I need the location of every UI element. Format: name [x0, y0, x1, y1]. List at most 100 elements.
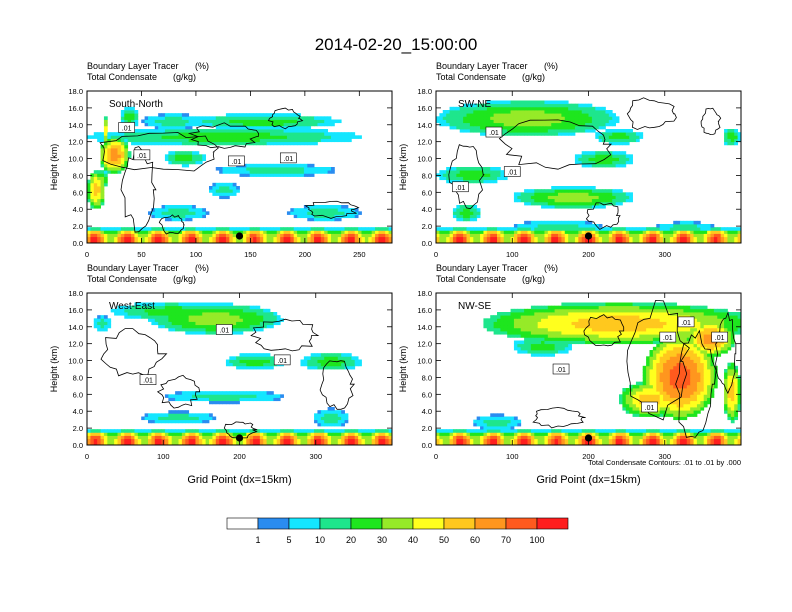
- heatmap-cell: [205, 141, 210, 146]
- heatmap-cell: [134, 135, 139, 139]
- heatmap-cell: [219, 138, 223, 143]
- heatmap-cell: [578, 239, 583, 244]
- contour-line: [700, 107, 722, 136]
- heatmap-cell: [212, 429, 217, 433]
- heatmap-cell: [232, 356, 237, 360]
- heatmap-cell: [568, 132, 572, 136]
- heatmap-cell: [591, 438, 596, 443]
- heatmap-cell: [544, 205, 549, 209]
- heatmap-cell: [588, 220, 593, 225]
- heatmap-cell: [154, 125, 159, 130]
- heatmap-cell: [483, 419, 488, 424]
- heatmap-cell: [737, 435, 742, 440]
- heatmap-cell: [164, 236, 169, 241]
- heatmap-cell: [541, 239, 545, 244]
- heatmap-cell: [510, 419, 515, 424]
- heatmap-cell: [574, 116, 579, 120]
- heatmap-cell: [639, 230, 644, 234]
- heatmap-cell: [547, 122, 552, 127]
- heatmap-cell: [615, 154, 620, 158]
- heatmap-cell: [303, 230, 308, 234]
- heatmap-cell: [178, 308, 183, 313]
- heatmap-cell: [635, 138, 640, 143]
- heatmap-cell: [500, 441, 505, 446]
- heatmap-cell: [493, 167, 498, 171]
- heatmap-cell: [283, 227, 288, 231]
- heatmap-cell: [178, 236, 183, 241]
- heatmap-cell: [175, 308, 179, 313]
- heatmap-cell: [513, 419, 518, 424]
- heatmap-cell: [568, 429, 572, 433]
- heatmap-cell: [236, 331, 240, 335]
- heatmap-cell: [225, 125, 230, 130]
- heatmap-cell: [198, 318, 203, 322]
- heatmap-cell: [480, 103, 484, 108]
- heatmap-cell: [266, 394, 271, 398]
- heatmap-cell: [178, 141, 183, 146]
- heatmap-cell: [195, 435, 200, 440]
- heatmap-cell: [192, 432, 196, 436]
- heatmap-cell: [730, 227, 735, 231]
- heatmap-cell: [669, 413, 674, 417]
- heatmap-cell: [297, 208, 301, 212]
- heatmap-cell: [693, 227, 698, 231]
- heatmap-cell: [87, 179, 91, 184]
- heatmap-cell: [341, 233, 345, 238]
- heatmap-cell: [229, 239, 234, 244]
- heatmap-cell: [290, 438, 295, 443]
- heatmap-cell: [727, 227, 732, 231]
- heatmap-cell: [280, 435, 284, 440]
- heatmap-cell: [164, 132, 169, 136]
- heatmap-cell: [619, 429, 623, 433]
- heatmap-cell: [144, 438, 149, 443]
- heatmap-cell: [490, 103, 495, 108]
- heatmap-cell: [229, 132, 234, 136]
- heatmap-cell: [534, 239, 539, 244]
- heatmap-cell: [598, 432, 603, 436]
- heatmap-cell: [490, 119, 495, 124]
- heatmap-cell: [198, 227, 203, 231]
- heatmap-cell: [737, 236, 742, 241]
- heatmap-cell: [215, 429, 220, 433]
- heatmap-cell: [256, 239, 261, 244]
- heatmap-cell: [151, 315, 156, 319]
- heatmap-cell: [486, 170, 491, 174]
- heatmap-cell: [276, 122, 281, 127]
- heatmap-cell: [175, 435, 179, 440]
- heatmap-cell: [581, 230, 586, 234]
- heatmap-cell: [246, 138, 251, 143]
- heatmap-cell: [249, 239, 254, 244]
- heatmap-cell: [629, 438, 633, 443]
- heatmap-cell: [364, 441, 369, 446]
- heatmap-cell: [276, 230, 281, 234]
- heatmap-cell: [625, 141, 630, 146]
- heatmap-cell: [100, 144, 105, 149]
- heatmap-cell: [337, 135, 342, 139]
- heatmap-cell: [280, 230, 284, 234]
- heatmap-cell: [297, 113, 301, 117]
- heatmap-cell: [327, 429, 332, 433]
- heatmap-cell: [164, 138, 169, 143]
- heatmap-cell: [232, 113, 237, 117]
- y-tick-label: 6.0: [422, 188, 432, 197]
- heatmap-cell: [476, 429, 481, 433]
- heatmap-cell: [161, 435, 166, 440]
- heatmap-cell: [242, 324, 247, 329]
- heatmap-cell: [534, 438, 539, 443]
- heatmap-cell: [232, 116, 237, 120]
- heatmap-cell: [337, 419, 342, 424]
- heatmap-cell: [486, 167, 491, 171]
- heatmap-cell: [530, 441, 535, 446]
- heatmap-cell: [219, 315, 223, 319]
- heatmap-cell: [303, 441, 308, 446]
- heatmap-cell: [127, 239, 132, 244]
- heatmap-cell: [724, 227, 728, 231]
- heatmap-cell: [175, 302, 179, 307]
- heatmap-cell: [449, 179, 454, 184]
- heatmap-cell: [473, 419, 478, 424]
- heatmap-cell: [249, 233, 254, 238]
- heatmap-cell: [337, 438, 342, 443]
- heatmap-cell: [256, 327, 261, 332]
- heatmap-cell: [188, 151, 193, 155]
- contour-line: [448, 144, 485, 210]
